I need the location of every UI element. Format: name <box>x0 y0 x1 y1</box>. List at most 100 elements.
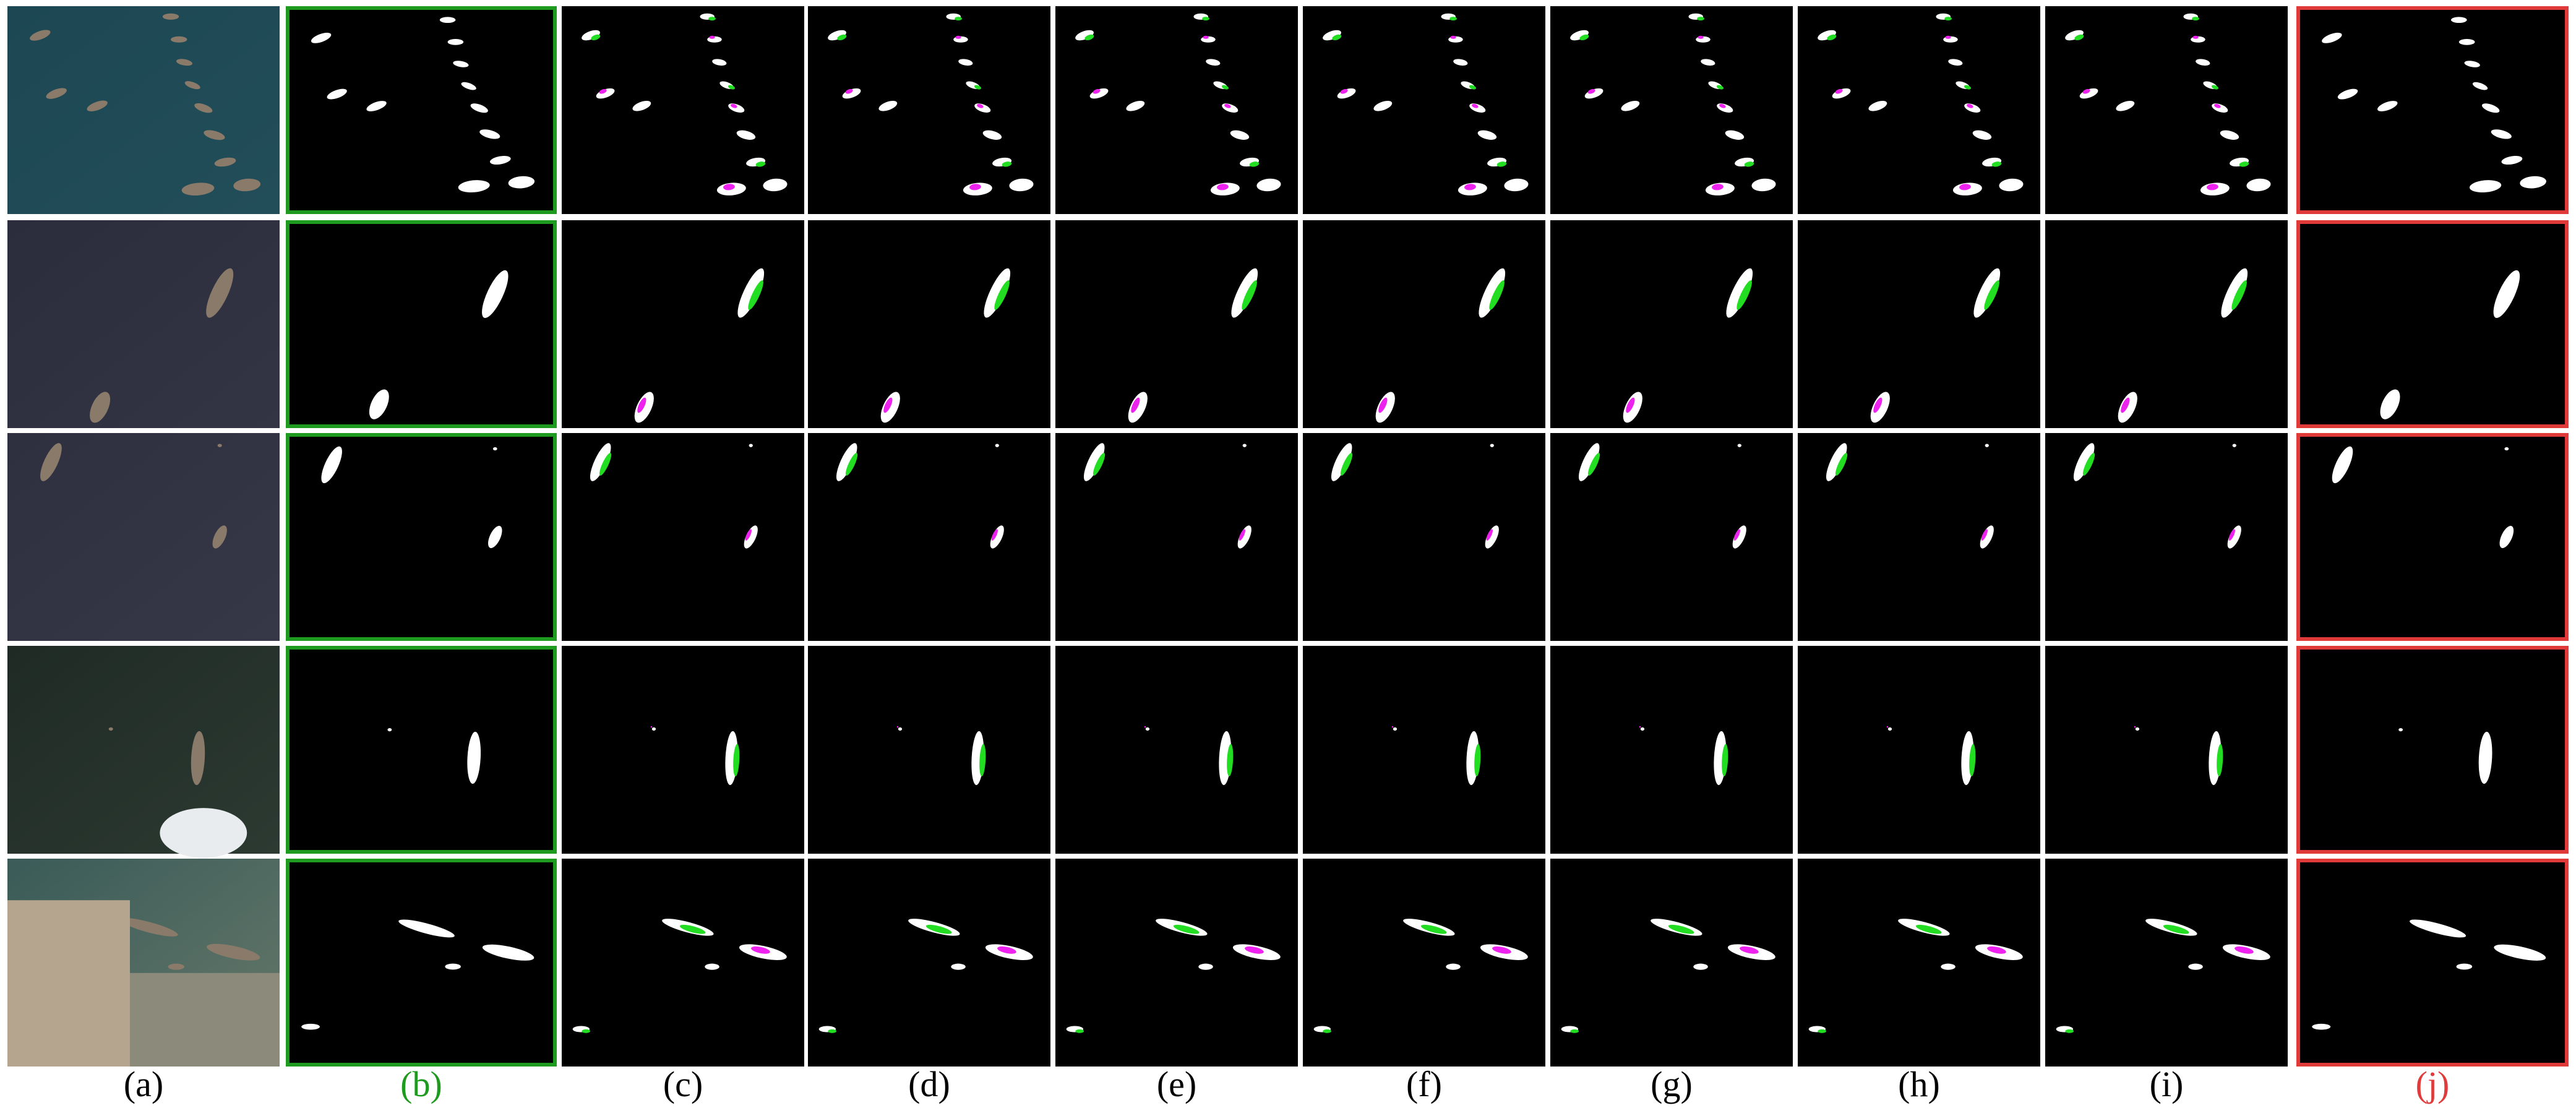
ship-mask <box>1999 178 2024 192</box>
mask-tile <box>1303 859 1545 1067</box>
ship-mask <box>632 100 651 111</box>
ship-image <box>207 943 260 961</box>
ship-mask <box>596 88 615 99</box>
input-image-tile <box>7 220 280 428</box>
mask-tile <box>2296 646 2569 854</box>
ship-mask <box>1075 30 1094 41</box>
false-positive-region <box>845 88 853 94</box>
ship-mask <box>1941 963 1956 970</box>
ship-mask <box>398 919 455 938</box>
false-positive-region <box>977 103 984 108</box>
false-positive-region <box>1239 529 1245 541</box>
false-negative-region <box>1827 34 1837 41</box>
ship-image <box>30 30 51 41</box>
ship-mask <box>2450 17 2467 24</box>
ship-image <box>184 81 200 90</box>
false-positive-region <box>2228 529 2235 541</box>
ship-mask <box>327 88 347 100</box>
false-positive-region <box>1391 726 1394 728</box>
mask-tile <box>2045 646 2288 854</box>
ship-mask <box>744 525 758 549</box>
mask-tile <box>2296 220 2569 428</box>
ship-mask <box>369 389 389 419</box>
false-positive-region <box>723 184 735 191</box>
ship-mask <box>1870 392 1890 423</box>
ship-image <box>46 88 67 99</box>
false-positive-region <box>1144 726 1146 728</box>
ship-mask <box>1237 525 1252 549</box>
ship-mask <box>1737 444 1741 447</box>
mask-tile <box>808 220 1050 428</box>
false-negative-region <box>1173 924 1200 934</box>
column-label: (d) <box>908 1064 950 1104</box>
ship-mask <box>445 963 461 970</box>
false-positive-region <box>1639 726 1641 728</box>
false-positive-region <box>1945 35 1951 39</box>
false-negative-region <box>1587 453 1600 476</box>
ship-mask <box>1726 268 1753 318</box>
highlight-frame <box>286 6 557 214</box>
false-positive-region <box>1378 397 1388 413</box>
ship-mask <box>2501 155 2523 165</box>
false-negative-region <box>2211 85 2219 90</box>
false-negative-region <box>582 1029 591 1033</box>
mask-tile <box>2045 6 2288 214</box>
false-positive-region <box>1740 946 1759 954</box>
mask-tile <box>1550 220 1793 428</box>
mask-tile <box>808 6 1050 214</box>
ship-mask <box>467 731 481 784</box>
ship-mask <box>492 447 497 451</box>
ship-mask <box>958 59 973 66</box>
ship-mask <box>1504 178 1529 192</box>
false-positive-region <box>1472 103 1479 108</box>
false-positive-region <box>883 397 893 413</box>
ship-image <box>119 917 178 937</box>
false-positive-region <box>650 726 653 728</box>
ship-mask <box>2332 446 2353 484</box>
ship-mask <box>1701 59 1715 66</box>
ship-image <box>206 268 234 318</box>
false-positive-region <box>1587 88 1595 94</box>
false-positive-region <box>1981 529 1988 541</box>
column-label: (g) <box>1651 1064 1693 1104</box>
mask-tile <box>2045 859 2288 1067</box>
ship-mask <box>898 727 903 731</box>
false-negative-region <box>1489 280 1505 310</box>
ship-mask <box>1584 88 1604 99</box>
ship-mask <box>2196 59 2210 66</box>
false-negative-region <box>1449 17 1457 21</box>
false-negative-region <box>591 34 601 41</box>
ship-mask <box>634 392 654 423</box>
false-negative-region <box>2074 34 2084 41</box>
ship-mask <box>1128 392 1148 423</box>
false-negative-region <box>1202 17 1209 21</box>
ship-mask <box>2410 919 2467 938</box>
mask-tile <box>286 646 557 854</box>
ship-mask <box>2135 727 2140 731</box>
false-positive-region <box>1093 88 1101 94</box>
false-positive-region <box>745 529 752 541</box>
ship-mask <box>1009 178 1034 192</box>
ship-mask <box>1485 525 1499 549</box>
ship-mask <box>2377 101 2398 111</box>
ship-mask <box>1453 59 1468 66</box>
column-label: (c) <box>663 1064 703 1104</box>
false-positive-region <box>955 35 961 39</box>
false-positive-region <box>2207 184 2218 191</box>
ship-mask <box>1570 30 1589 41</box>
mask-tile <box>1798 220 2040 428</box>
false-positive-region <box>1224 103 1231 108</box>
false-positive-region <box>1959 184 1971 191</box>
ship-mask <box>737 268 765 318</box>
ship-mask <box>2520 176 2546 189</box>
ship-mask <box>1732 525 1746 549</box>
false-positive-region <box>1245 946 1264 954</box>
ship-mask <box>1089 88 1109 99</box>
ship-mask <box>2481 103 2500 113</box>
false-negative-region <box>1984 280 1999 310</box>
mask-tile <box>1798 646 2040 854</box>
highlight-frame <box>286 433 557 641</box>
false-positive-region <box>599 88 607 94</box>
false-positive-region <box>1967 103 1973 108</box>
